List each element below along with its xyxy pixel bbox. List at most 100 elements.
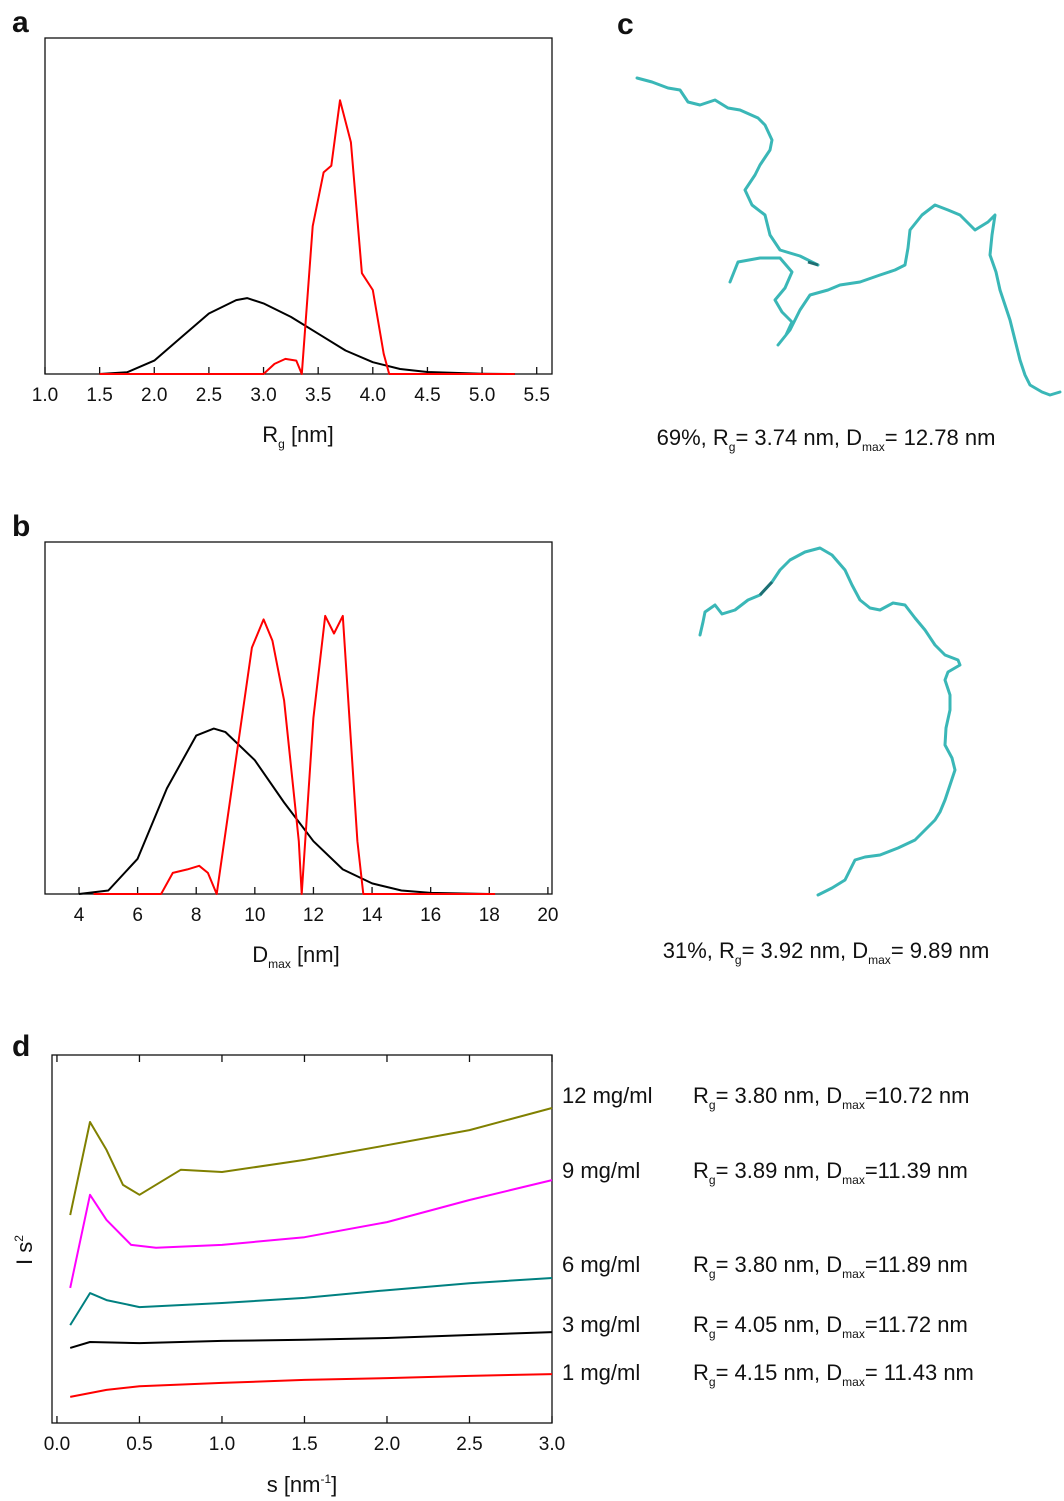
text-part: g [729, 440, 736, 454]
x-tick-label: 2.0 [141, 385, 167, 406]
data-line [99, 99, 515, 375]
series-label: 3 mg/ml [562, 1312, 640, 1337]
text-part: = 3.89 nm, D [716, 1158, 843, 1183]
data-line [93, 614, 496, 895]
text-part: s [nm [267, 1472, 321, 1497]
text-part: I s [12, 1242, 37, 1265]
text-part: [nm] [285, 422, 334, 447]
plot-frame [44, 37, 553, 375]
x-tick-label: 4 [74, 905, 85, 926]
x-tick-label: 1.0 [209, 1434, 235, 1455]
text-part: 31%, R [663, 938, 735, 963]
series-label: 9 mg/ml [562, 1158, 640, 1183]
series-annotation: Rg= 3.80 nm, Dmax=11.89 nm [693, 1252, 968, 1281]
text-part: R [693, 1360, 709, 1385]
y-axis-label: I s2 [12, 1235, 37, 1265]
text-part: = 11.43 nm [865, 1360, 974, 1385]
x-tick-label: 5.0 [469, 385, 495, 406]
x-tick-label: 3.0 [250, 385, 276, 406]
x-tick-label: 0.5 [126, 1434, 152, 1455]
text-part: = 3.74 nm, D [735, 425, 862, 450]
x-tick-label: 1.5 [291, 1434, 317, 1455]
data-line [78, 727, 490, 895]
text-part: D [252, 942, 268, 967]
text-part: max [862, 440, 885, 454]
text-part: R [693, 1312, 709, 1337]
text-part: g [709, 1375, 716, 1389]
x-tick-label: 2.0 [374, 1434, 400, 1455]
x-axis-label: Dmax [nm] [252, 942, 339, 971]
text-part: g [735, 953, 742, 967]
series-annotation: Rg= 3.80 nm, Dmax=10.72 nm [693, 1083, 969, 1112]
x-axis-label: s [nm-1] [267, 1472, 338, 1497]
x-tick-label: 6 [132, 905, 143, 926]
x-tick-label: 0.0 [44, 1434, 70, 1455]
plot-frame [51, 1054, 553, 1424]
text-part: = 3.80 nm, D [716, 1252, 843, 1277]
series-annotation: Rg= 4.15 nm, Dmax= 11.43 nm [693, 1360, 974, 1389]
series-annotation: Rg= 4.05 nm, Dmax=11.72 nm [693, 1312, 968, 1341]
text-part: R [693, 1083, 709, 1108]
text-part: R [693, 1252, 709, 1277]
x-tick-label: 16 [420, 905, 441, 926]
text-part: max [842, 1173, 865, 1187]
x-tick-label: 5.5 [523, 385, 549, 406]
text-part: max [842, 1098, 865, 1112]
series-label: 12 mg/ml [562, 1083, 652, 1108]
x-tick-label: 2.5 [196, 385, 222, 406]
x-tick-label: 8 [191, 905, 202, 926]
x-tick-label: 3.0 [539, 1434, 565, 1455]
structure-model [698, 546, 962, 897]
text-part: = 12.78 nm [885, 425, 996, 450]
text-part: g [278, 437, 285, 451]
text-part: = 9.89 nm [891, 938, 989, 963]
text-part: g [709, 1098, 716, 1112]
model-caption: 31%, Rg= 3.92 nm, Dmax= 9.89 nm [663, 938, 990, 967]
data-line [99, 297, 515, 375]
data-line [69, 1179, 553, 1289]
text-part: =10.72 nm [865, 1083, 970, 1108]
text-part: 2 [12, 1235, 26, 1242]
structure-model [635, 76, 1062, 397]
x-axis-label: Rg [nm] [262, 422, 333, 451]
plot-frame [44, 541, 553, 895]
x-tick-label: 12 [303, 905, 324, 926]
x-tick-label: 1.0 [32, 385, 58, 406]
data-line [69, 1107, 553, 1216]
text-part: g [709, 1267, 716, 1281]
text-part: =11.72 nm [865, 1312, 968, 1337]
x-tick-label: 3.5 [305, 385, 331, 406]
x-tick-label: 1.5 [86, 385, 112, 406]
text-part: =11.89 nm [865, 1252, 968, 1277]
text-part: [nm] [291, 942, 340, 967]
text-part: = 3.80 nm, D [716, 1083, 843, 1108]
text-part: = 3.92 nm, D [742, 938, 869, 963]
panel-letter: b [12, 510, 30, 543]
series-annotation: Rg= 3.89 nm, Dmax=11.39 nm [693, 1158, 968, 1187]
model-caption: 69%, Rg= 3.74 nm, Dmax= 12.78 nm [657, 425, 996, 454]
panel-letter: d [12, 1030, 30, 1063]
text-part: R [262, 422, 278, 447]
data-line [69, 1277, 553, 1326]
text-part: max [842, 1375, 865, 1389]
x-tick-label: 20 [537, 905, 558, 926]
text-part: ] [331, 1472, 337, 1497]
text-part: R [693, 1158, 709, 1183]
text-part: =11.39 nm [865, 1158, 968, 1183]
text-part: = 4.15 nm, D [716, 1360, 843, 1385]
data-line [69, 1331, 553, 1349]
text-part: -1 [321, 1472, 332, 1486]
text-part: max [868, 953, 891, 967]
series-label: 1 mg/ml [562, 1360, 640, 1385]
data-line [70, 1373, 553, 1398]
x-tick-label: 14 [361, 905, 383, 926]
x-tick-label: 2.5 [456, 1434, 482, 1455]
text-part: = 4.05 nm, D [716, 1312, 843, 1337]
text-part: g [709, 1173, 716, 1187]
text-part: max [268, 957, 291, 971]
text-part: max [842, 1327, 865, 1341]
series-label: 6 mg/ml [562, 1252, 640, 1277]
panel-letter: a [12, 6, 29, 39]
x-tick-label: 18 [479, 905, 500, 926]
